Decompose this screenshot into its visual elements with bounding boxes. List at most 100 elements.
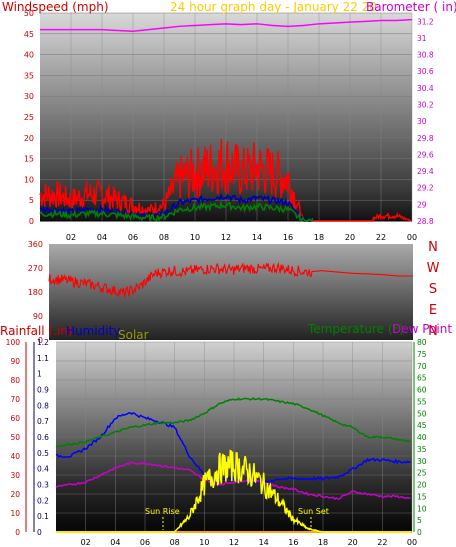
humidity-tick-label: 0.5 bbox=[37, 449, 49, 458]
temperature-tick-label: 0 bbox=[417, 528, 422, 537]
wind-series-blue bbox=[39, 193, 314, 222]
rainfall-tick-label: 80 bbox=[10, 376, 20, 385]
wind-tick-label: 5 bbox=[29, 196, 34, 205]
direction-tick-label: 270 bbox=[28, 264, 43, 273]
wind-axis-ticks: 0 5 10 15 20 25 30 35 40 45 50 bbox=[24, 9, 34, 226]
humidity-tick-label: 0.7 bbox=[37, 417, 49, 426]
wind-series bbox=[39, 18, 413, 223]
humidity-line bbox=[55, 412, 411, 485]
x-tick-label: 20 bbox=[348, 538, 358, 547]
wind-x-axis: 02 04 06 08 10 12 14 16 18 20 22 00 bbox=[66, 233, 417, 242]
humidity-tick-label: 0.3 bbox=[37, 481, 49, 490]
x-tick-label: 08 bbox=[170, 538, 180, 547]
wind-series-green bbox=[39, 200, 314, 223]
barometer-tick-label: 29 bbox=[417, 200, 427, 209]
wind-tick-label: 50 bbox=[24, 9, 34, 18]
temperature-tick-label: 25 bbox=[417, 469, 427, 478]
barometer-tick-label: 30.4 bbox=[417, 84, 434, 93]
compass-label: E bbox=[429, 303, 437, 318]
x-tick-label: 04 bbox=[97, 233, 107, 242]
x-tick-label: 00 bbox=[407, 233, 417, 242]
barometer-tick-label: 29.6 bbox=[417, 150, 434, 159]
x-tick-label: 08 bbox=[159, 233, 169, 242]
barometer-tick-label: 29.2 bbox=[417, 184, 434, 193]
temperature-tick-label: 80 bbox=[417, 338, 427, 347]
direction-tick-label: 180 bbox=[28, 288, 43, 297]
x-tick-label: 06 bbox=[128, 233, 138, 242]
humidity-tick-label: 0.6 bbox=[37, 433, 49, 442]
temperature-tick-label: 20 bbox=[417, 481, 427, 490]
chart-title: 24 hour graph day - January 22 20 bbox=[170, 0, 377, 14]
barometer-tick-label: 30 bbox=[417, 117, 427, 126]
x-tick-label: 00 bbox=[407, 538, 417, 547]
direction-tick-label: 360 bbox=[28, 240, 43, 249]
temperature-tick-label: 50 bbox=[417, 409, 427, 418]
x-tick-label: 12 bbox=[221, 233, 231, 242]
x-tick-label: 22 bbox=[376, 233, 386, 242]
x-tick-label: 22 bbox=[377, 538, 387, 547]
wind-tick-label: 15 bbox=[24, 155, 34, 164]
wind-tick-label: 30 bbox=[24, 92, 34, 101]
rainfall-tick-label: 70 bbox=[10, 395, 20, 404]
wind-tick-label: 45 bbox=[24, 30, 34, 39]
barometer-tick-label: 31 bbox=[417, 34, 427, 43]
humidity-tick-label: 1 bbox=[37, 370, 42, 379]
rainfall-tick-label: 20 bbox=[10, 490, 20, 499]
barometer-tick-label: 29.4 bbox=[417, 167, 434, 176]
x-tick-label: 10 bbox=[190, 233, 200, 242]
temperature-tick-label: 5 bbox=[417, 516, 422, 525]
x-tick-label: 06 bbox=[140, 538, 150, 547]
humidity-axis-title: Humidity bbox=[66, 324, 120, 338]
temperature-axis-title: Temperature (F) bbox=[307, 322, 404, 336]
barometer-axis-ticks: 28.8 29 29.2 29.4 29.6 29.8 30 30.2 30.4 30.6 30.8… bbox=[417, 17, 434, 226]
wind-tick-label: 25 bbox=[24, 113, 34, 122]
solar-line bbox=[56, 449, 412, 533]
humidity-axis-ticks: 0 0.1 0.2 0.3 0.4 0.5 0.6 0.7 0.8 0.9 1 1.1 1.2 bbox=[37, 338, 49, 537]
rainfall-tick-label: 90 bbox=[10, 357, 20, 366]
temp-x-axis: 02 04 06 08 10 12 14 16 18 20 22 00 bbox=[81, 538, 418, 547]
humidity-tick-label: 0 bbox=[37, 528, 42, 537]
x-tick-label: 20 bbox=[345, 233, 355, 242]
solar-axis-title: Solar bbox=[118, 328, 149, 342]
temperature-tick-label: 55 bbox=[417, 397, 427, 406]
humidity-tick-label: 1.2 bbox=[37, 338, 49, 347]
compass-label: N bbox=[428, 240, 438, 255]
x-tick-label: 18 bbox=[314, 233, 324, 242]
x-tick-label: 14 bbox=[259, 538, 269, 547]
barometer-tick-label: 29.8 bbox=[417, 134, 434, 143]
temp-series bbox=[55, 397, 412, 533]
barometer-tick-label: 30.8 bbox=[417, 51, 434, 60]
compass-label: N bbox=[428, 324, 438, 339]
temperature-tick-label: 45 bbox=[417, 421, 427, 430]
x-tick-label: 10 bbox=[199, 538, 209, 547]
rainfall-tick-label: 50 bbox=[10, 433, 20, 442]
x-tick-label: 14 bbox=[252, 233, 262, 242]
barometer-tick-label: 30.6 bbox=[417, 67, 434, 76]
barometer-tick-label: 28.8 bbox=[417, 217, 434, 226]
rainfall-tick-label: 0 bbox=[15, 528, 20, 537]
temperature-tick-label: 30 bbox=[417, 457, 427, 466]
rainfall-tick-label: 10 bbox=[10, 509, 20, 518]
humidity-tick-label: 0.2 bbox=[37, 496, 49, 505]
temperature-tick-label: 40 bbox=[417, 433, 427, 442]
temperature-tick-label: 60 bbox=[417, 386, 427, 395]
wind-tick-label: 10 bbox=[24, 175, 34, 184]
temperature-tick-label: 10 bbox=[417, 504, 427, 513]
temperature-tick-label: 15 bbox=[417, 492, 427, 501]
direction-axis-ticks: 0 90 180 270 360 bbox=[28, 240, 43, 345]
temperature-tick-label: 35 bbox=[417, 445, 427, 454]
rainfall-axis-ticks: 0 10 20 30 40 50 60 70 80 90 100 bbox=[6, 338, 21, 537]
barometer-axis-title: Barometer ( in) bbox=[366, 0, 456, 14]
barometer-tick-label: 30.2 bbox=[417, 101, 434, 110]
wind-tick-label: 40 bbox=[24, 51, 34, 60]
humidity-tick-label: 0.8 bbox=[37, 401, 49, 410]
temperature-tick-label: 65 bbox=[417, 374, 427, 383]
rainfall-axis-title: Rainfall (.in) bbox=[0, 324, 73, 338]
rainfall-tick-label: 60 bbox=[10, 414, 20, 423]
humidity-tick-label: 0.9 bbox=[37, 386, 49, 395]
direction-series bbox=[48, 261, 413, 298]
sunrise-label: Sun Rise bbox=[145, 507, 180, 516]
x-tick-label: 12 bbox=[229, 538, 239, 547]
